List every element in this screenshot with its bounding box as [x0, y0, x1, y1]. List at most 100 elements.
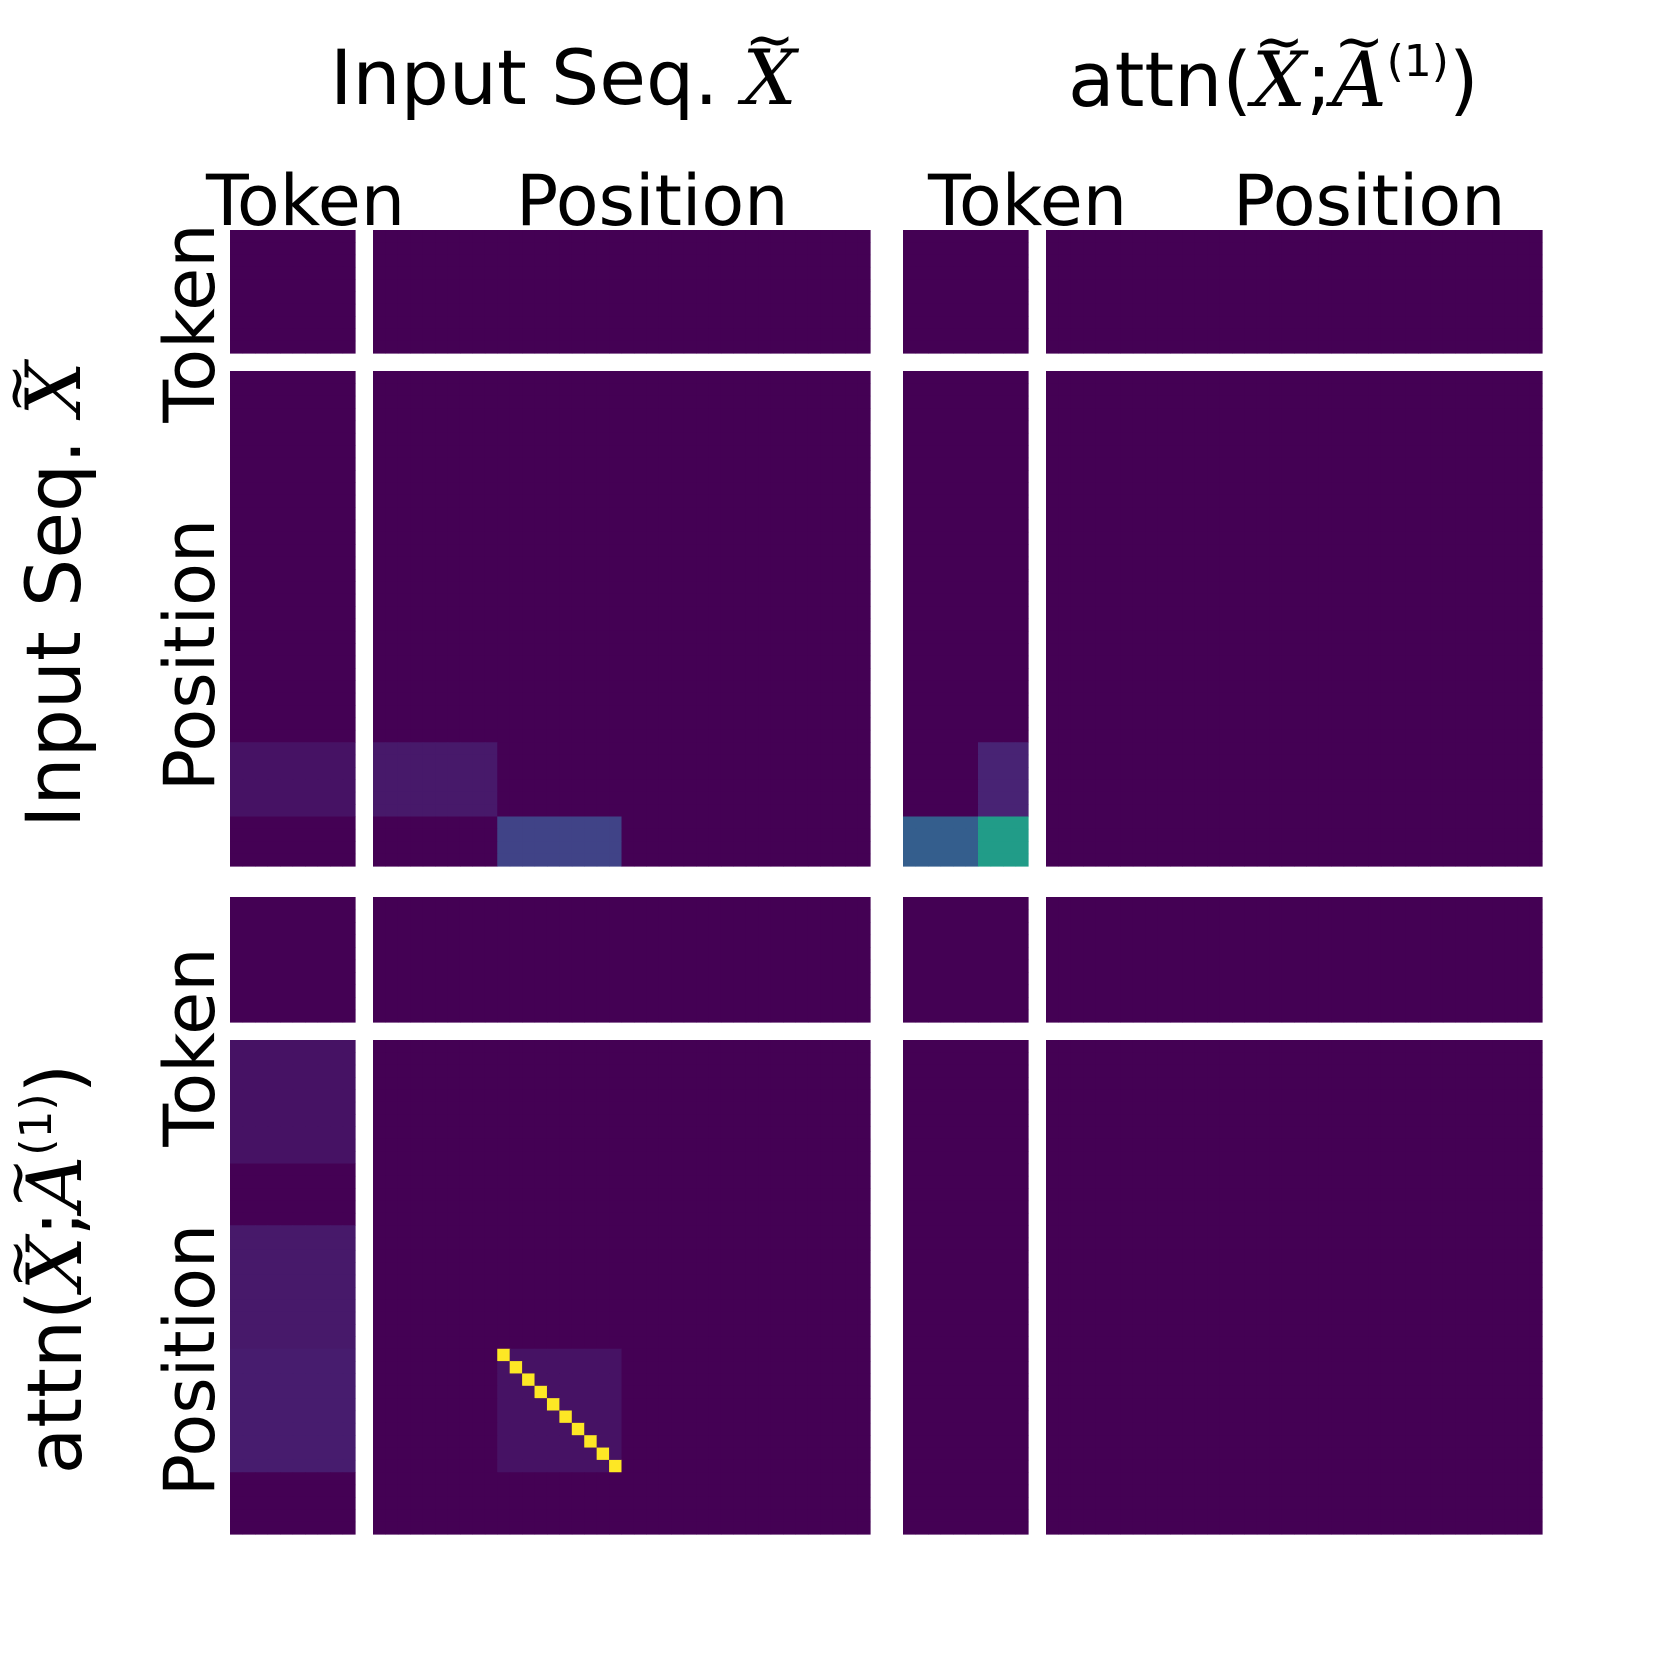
heatmap-cell [1504, 841, 1518, 855]
heatmap-cell [633, 581, 647, 595]
heatmap-cell [1083, 717, 1097, 731]
heatmap-cell [928, 779, 942, 793]
heatmap-cell [1182, 680, 1196, 694]
heatmap-cell [1393, 804, 1407, 818]
heatmap-cell [1455, 531, 1469, 545]
heatmap-cell [733, 395, 747, 409]
heatmap-cell [1418, 279, 1431, 293]
heatmap-cell [509, 717, 523, 731]
heatmap-cell [317, 519, 331, 533]
heatmap-cell [1393, 266, 1407, 280]
heatmap-cell [1046, 717, 1059, 731]
heatmap-cell [509, 507, 523, 521]
heatmap-cell [978, 556, 992, 570]
heatmap-cell [1294, 303, 1307, 317]
heatmap-cell [571, 432, 585, 446]
heatmap-cell [1306, 408, 1320, 422]
heatmap-cell [745, 779, 759, 793]
heatmap-cell [1356, 328, 1369, 342]
heatmap-cell [609, 791, 623, 805]
heatmap-cell [978, 242, 992, 256]
heatmap-cell [1405, 531, 1419, 545]
heatmap-cell [646, 291, 660, 305]
heatmap-cell [758, 408, 772, 422]
heatmap-cell [330, 432, 344, 446]
heatmap-cell [633, 254, 647, 268]
heatmap-cell [758, 581, 772, 595]
heatmap-cell [621, 581, 635, 595]
heatmap-cell [484, 279, 498, 293]
heatmap-cell [820, 328, 834, 342]
heatmap-cell [330, 531, 344, 545]
heatmap-cell [1529, 643, 1543, 657]
heatmap-cell [447, 791, 461, 805]
heatmap-cell [683, 804, 697, 818]
heatmap-cell [795, 593, 809, 607]
heatmap-cell [1480, 804, 1493, 818]
heatmap-cell [915, 470, 929, 483]
heatmap-cell [1108, 816, 1121, 830]
heatmap-cell [783, 593, 797, 607]
heatmap-cell [385, 767, 399, 780]
heatmap-cell [422, 804, 436, 818]
heatmap-cell [459, 791, 473, 805]
heatmap-cell [720, 593, 734, 607]
heatmap-cell [1492, 531, 1506, 545]
heatmap-cell [230, 408, 244, 422]
heatmap-cell [990, 630, 1004, 644]
heatmap-cell [807, 618, 821, 632]
heatmap-cell [1015, 668, 1029, 681]
heatmap-cell [807, 420, 821, 434]
heatmap-cell [267, 230, 281, 243]
heatmap-cell [915, 692, 929, 706]
heatmap-cell [1294, 544, 1307, 558]
heatmap-cell [770, 556, 784, 570]
heatmap-cell [305, 291, 319, 305]
heatmap-cell [280, 680, 294, 694]
heatmap-cell [1194, 445, 1208, 459]
heatmap-cell [435, 457, 449, 471]
heatmap-cell [1015, 303, 1029, 317]
heatmap-cell [522, 531, 536, 545]
heatmap-cell [1083, 767, 1097, 780]
heatmap-cell [733, 371, 747, 384]
heatmap-cell [292, 279, 306, 293]
heatmap-cell [459, 593, 473, 607]
heatmap-cell [534, 531, 548, 545]
heatmap-cell [1256, 507, 1270, 521]
heatmap-cell [1368, 408, 1382, 422]
heatmap-cell [342, 544, 356, 558]
heatmap-cell [807, 717, 821, 731]
heatmap-cell [1480, 519, 1493, 533]
heatmap-cell [1281, 618, 1295, 632]
heatmap-cell [1015, 717, 1029, 731]
heatmap-cell [410, 804, 424, 818]
heatmap-cell [1219, 791, 1233, 805]
heatmap-cell [621, 804, 635, 818]
heatmap-cell [292, 729, 306, 743]
heatmap-cell [1517, 470, 1531, 483]
heatmap-cell [646, 266, 660, 280]
heatmap-cell [1318, 680, 1332, 694]
heatmap-cell [1504, 340, 1518, 354]
heatmap-cell [621, 729, 635, 743]
heatmap-cell [770, 519, 784, 533]
heatmap-cell [1070, 705, 1084, 719]
heatmap-cell [459, 254, 473, 268]
heatmap-cell [255, 606, 269, 620]
heatmap-cell [770, 853, 784, 867]
heatmap-cell [1108, 767, 1121, 780]
heatmap-cell [1504, 630, 1518, 644]
heatmap-cell [1517, 668, 1531, 681]
heatmap-cell [1430, 519, 1444, 533]
heatmap-cell [522, 556, 536, 570]
heatmap-cell [1442, 507, 1456, 521]
heatmap-cell [1256, 767, 1270, 780]
heatmap-cell [857, 279, 871, 293]
heatmap-cell [1418, 754, 1431, 768]
heatmap-cell [1281, 779, 1295, 793]
heatmap-cell [522, 606, 536, 620]
heatmap-cell [522, 316, 536, 329]
heatmap-cell [305, 841, 319, 855]
heatmap-cell [708, 457, 722, 471]
